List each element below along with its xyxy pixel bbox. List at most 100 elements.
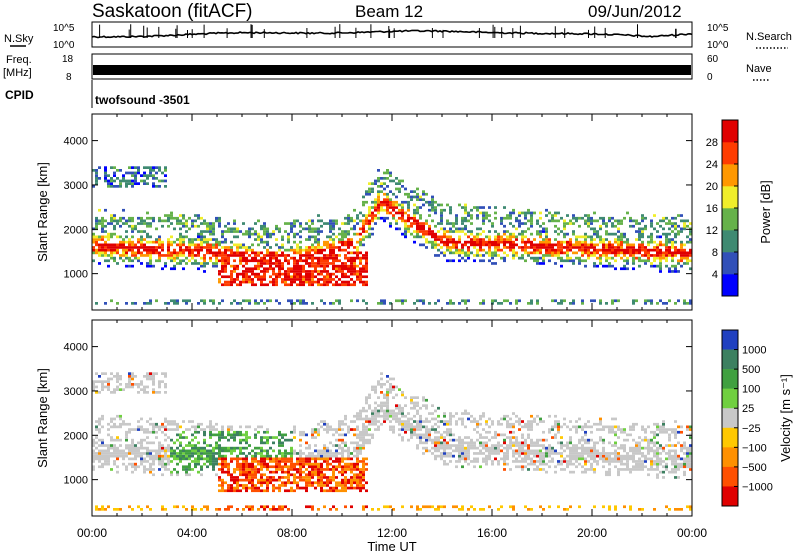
range-gate-cell bbox=[689, 267, 692, 271]
range-gate-cell bbox=[290, 230, 293, 233]
range-gate-cell bbox=[212, 462, 215, 466]
range-gate-cell bbox=[131, 444, 134, 447]
range-gate-cell bbox=[119, 240, 122, 244]
range-gate-cell bbox=[290, 227, 293, 231]
range-gate-cell bbox=[236, 465, 239, 469]
range-gate-cell bbox=[497, 446, 500, 450]
range-gate-cell bbox=[137, 246, 140, 249]
range-gate-cell bbox=[239, 446, 242, 450]
range-gate-cell bbox=[146, 441, 149, 445]
range-gate-cell bbox=[308, 478, 311, 482]
range-gate-cell bbox=[287, 465, 290, 469]
range-gate-cell bbox=[455, 243, 458, 247]
range-gate-cell bbox=[518, 246, 521, 249]
range-gate-cell bbox=[212, 264, 215, 268]
range-gate-cell bbox=[419, 198, 422, 201]
range-gate-cell bbox=[524, 460, 527, 463]
range-gate-cell bbox=[221, 240, 224, 244]
range-gate-cell bbox=[482, 216, 485, 220]
range-gate-cell bbox=[128, 248, 131, 252]
range-gate-cell bbox=[476, 232, 479, 236]
range-gate-cell bbox=[326, 256, 329, 260]
range-gate-cell bbox=[119, 449, 122, 453]
range-gate-cell bbox=[110, 425, 113, 429]
range-gate-cell bbox=[617, 230, 620, 233]
range-gate-cell bbox=[476, 430, 479, 434]
range-gate-cell bbox=[686, 262, 689, 265]
range-gate-cell bbox=[308, 476, 311, 479]
range-gate-cell bbox=[599, 224, 602, 228]
range-gate-cell bbox=[332, 452, 335, 455]
range-gate-cell bbox=[560, 240, 563, 244]
range-gate-cell bbox=[503, 441, 506, 445]
range-gate-cell bbox=[119, 219, 122, 223]
range-gate-cell bbox=[257, 430, 260, 434]
range-gate-cell bbox=[173, 454, 176, 458]
range-gate-cell bbox=[524, 449, 527, 453]
range-gate-cell bbox=[632, 246, 635, 249]
range-gate-cell bbox=[155, 372, 158, 375]
range-gate-cell bbox=[278, 468, 281, 471]
range-gate-cell bbox=[575, 420, 578, 423]
range-gate-cell bbox=[386, 208, 389, 212]
range-gate-cell bbox=[179, 262, 182, 265]
range-gate-cell bbox=[134, 452, 137, 455]
range-gate-cell bbox=[221, 254, 224, 257]
range-gate-cell bbox=[278, 230, 281, 233]
range-gate-cell bbox=[506, 425, 509, 429]
range-gate-cell bbox=[380, 206, 383, 209]
range-gate-cell bbox=[671, 230, 674, 233]
range-gate-cell bbox=[119, 383, 122, 386]
beam-title: Beam 12 bbox=[355, 2, 423, 21]
range-gate-cell bbox=[263, 270, 266, 273]
range-gate-cell bbox=[215, 246, 218, 249]
range-gate-cell bbox=[98, 449, 101, 453]
range-gate-cell bbox=[188, 457, 191, 461]
range-gate-cell bbox=[524, 422, 527, 426]
range-gate-cell bbox=[107, 246, 110, 249]
range-gate-cell bbox=[98, 238, 101, 241]
range-gate-cell bbox=[122, 208, 125, 212]
range-gate-cell bbox=[110, 377, 113, 381]
range-gate-cell bbox=[683, 222, 686, 225]
range-gate-cell bbox=[365, 190, 368, 193]
range-gate-cell bbox=[674, 270, 677, 273]
range-gate-cell bbox=[377, 383, 380, 386]
range-gate-cell bbox=[509, 211, 512, 215]
range-gate-cell bbox=[254, 230, 257, 233]
range-gate-cell bbox=[98, 177, 101, 180]
range-gate-cell bbox=[335, 246, 338, 249]
range-gate-cell bbox=[575, 240, 578, 244]
range-gate-cell bbox=[449, 246, 452, 249]
range-gate-cell bbox=[461, 505, 464, 509]
range-gate-cell bbox=[149, 299, 152, 303]
range-gate-cell bbox=[320, 473, 323, 477]
range-gate-cell bbox=[539, 454, 542, 458]
range-gate-cell bbox=[242, 468, 245, 471]
range-gate-cell bbox=[587, 224, 590, 228]
range-gate-cell bbox=[260, 227, 263, 231]
range-gate-cell bbox=[443, 452, 446, 455]
range-gate-cell bbox=[356, 473, 359, 477]
range-gate-cell bbox=[557, 462, 560, 466]
range-gate-cell bbox=[116, 465, 119, 469]
range-gate-cell bbox=[275, 272, 278, 276]
range-gate-cell bbox=[341, 449, 344, 453]
range-gate-cell bbox=[239, 452, 242, 455]
range-gate-cell bbox=[188, 449, 191, 453]
range-gate-cell bbox=[251, 457, 254, 461]
range-gate-cell bbox=[542, 246, 545, 249]
range-gate-cell bbox=[425, 230, 428, 233]
range-gate-cell bbox=[122, 259, 125, 263]
range-gate-cell bbox=[290, 270, 293, 273]
range-gate-cell bbox=[365, 396, 368, 399]
range-gate-cell bbox=[140, 446, 143, 450]
range-gate-cell bbox=[227, 262, 230, 265]
range-gate-cell bbox=[200, 299, 203, 303]
range-gate-cell bbox=[461, 230, 464, 233]
range-gate-cell bbox=[122, 246, 125, 249]
range-gate-cell bbox=[95, 240, 98, 244]
range-gate-cell bbox=[176, 251, 179, 255]
range-gate-cell bbox=[296, 484, 299, 487]
range-gate-cell bbox=[662, 243, 665, 247]
